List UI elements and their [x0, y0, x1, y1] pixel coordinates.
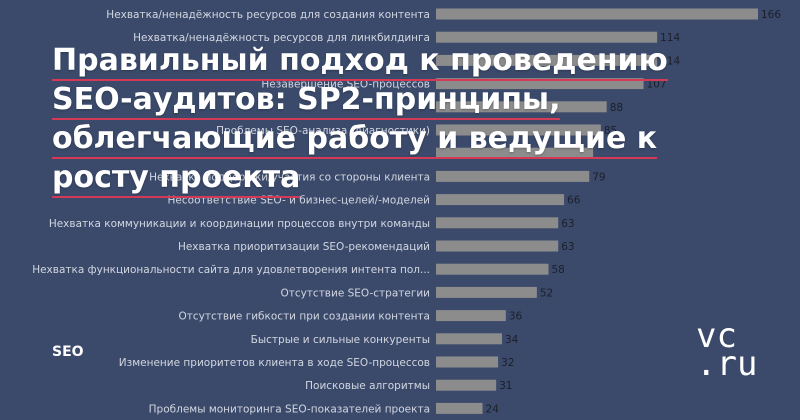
- value-label-5: 85: [604, 125, 617, 137]
- value-label-13: 36: [509, 311, 523, 323]
- value-label-2: 114: [660, 55, 680, 67]
- bar-1: [436, 31, 658, 43]
- logo-line-2: .ru: [696, 344, 758, 384]
- value-label-17: 24: [486, 403, 500, 415]
- bar-10: [436, 240, 559, 252]
- category-tag[interactable]: SEO: [52, 344, 84, 360]
- bar-12: [436, 286, 537, 298]
- value-label-12: 52: [540, 287, 553, 299]
- bar-11: [436, 263, 549, 275]
- category-label-9: Нехватка коммуникации и координации проц…: [49, 218, 430, 230]
- value-label-4: 88: [610, 102, 623, 114]
- category-label-10: Нехватка приоритизации SEO-рекомендаций: [178, 241, 430, 253]
- article-title-line-4: росту проекта: [52, 159, 301, 198]
- value-label-8: 66: [567, 195, 581, 207]
- value-label-10: 63: [561, 241, 574, 253]
- category-label-11: Нехватка функциональности сайта для удов…: [32, 264, 430, 276]
- category-label-7: Нехватка поддержки/участия со стороны кл…: [149, 171, 430, 183]
- bar-6: [436, 147, 594, 159]
- article-title-line-1: Правильный подход к проведению: [52, 42, 668, 81]
- value-label-7: 79: [592, 171, 605, 183]
- category-label-16: Поисковые алгоритмы: [305, 380, 430, 392]
- category-label-3: Незавершение SEO-процессов: [261, 79, 430, 91]
- bar-0: [436, 8, 758, 20]
- value-label-0: 166: [761, 9, 781, 21]
- value-label-14: 34: [505, 334, 519, 346]
- value-label-16: 31: [499, 380, 512, 392]
- value-label-11: 58: [552, 264, 565, 276]
- bar-13: [436, 310, 506, 322]
- category-label-0: Нехватка/ненадёжность ресурсов для созда…: [106, 9, 430, 21]
- category-label-15: Изменение приоритетов клиента в ходе SEO…: [119, 357, 430, 369]
- category-label-12: Отсутствие SEO-стратегии: [280, 287, 430, 299]
- bar-14: [436, 333, 502, 345]
- bar-5: [436, 124, 601, 136]
- bar-2: [436, 54, 658, 66]
- bar-15: [436, 356, 499, 368]
- bar-16: [436, 379, 497, 391]
- bar-17: [436, 402, 483, 414]
- logo-line-1: vc: [696, 316, 737, 356]
- article-title-line-3: облегчающие работу и ведущие к: [52, 120, 658, 159]
- category-label-17: Проблемы мониторинга SEO-показателей про…: [149, 403, 430, 415]
- bar-9: [436, 217, 559, 229]
- category-label-14: Быстрые и сильные конкуренты: [251, 334, 430, 346]
- category-label-1: Нехватка/ненадёжность ресурсов для линкб…: [133, 32, 430, 44]
- article-title: Правильный подход к проведению SEO-аудит…: [52, 42, 692, 198]
- vc-ru-logo: vc .ru: [696, 316, 758, 384]
- bar-4: [436, 101, 607, 113]
- bar-7: [436, 170, 590, 182]
- category-label-13: Отсутствие гибкости при создании контент…: [179, 311, 430, 323]
- value-label-9: 63: [561, 218, 574, 230]
- value-label-3: 107: [647, 79, 667, 91]
- bar-3: [436, 78, 644, 90]
- article-title-line-2: SEO-аудитов: SP2-принципы,: [52, 81, 561, 120]
- bar-8: [436, 194, 565, 206]
- category-label-5: Проблемы SEO-анализа (диагностики): [216, 125, 430, 137]
- value-label-15: 32: [501, 357, 514, 369]
- value-label-1: 114: [660, 32, 680, 44]
